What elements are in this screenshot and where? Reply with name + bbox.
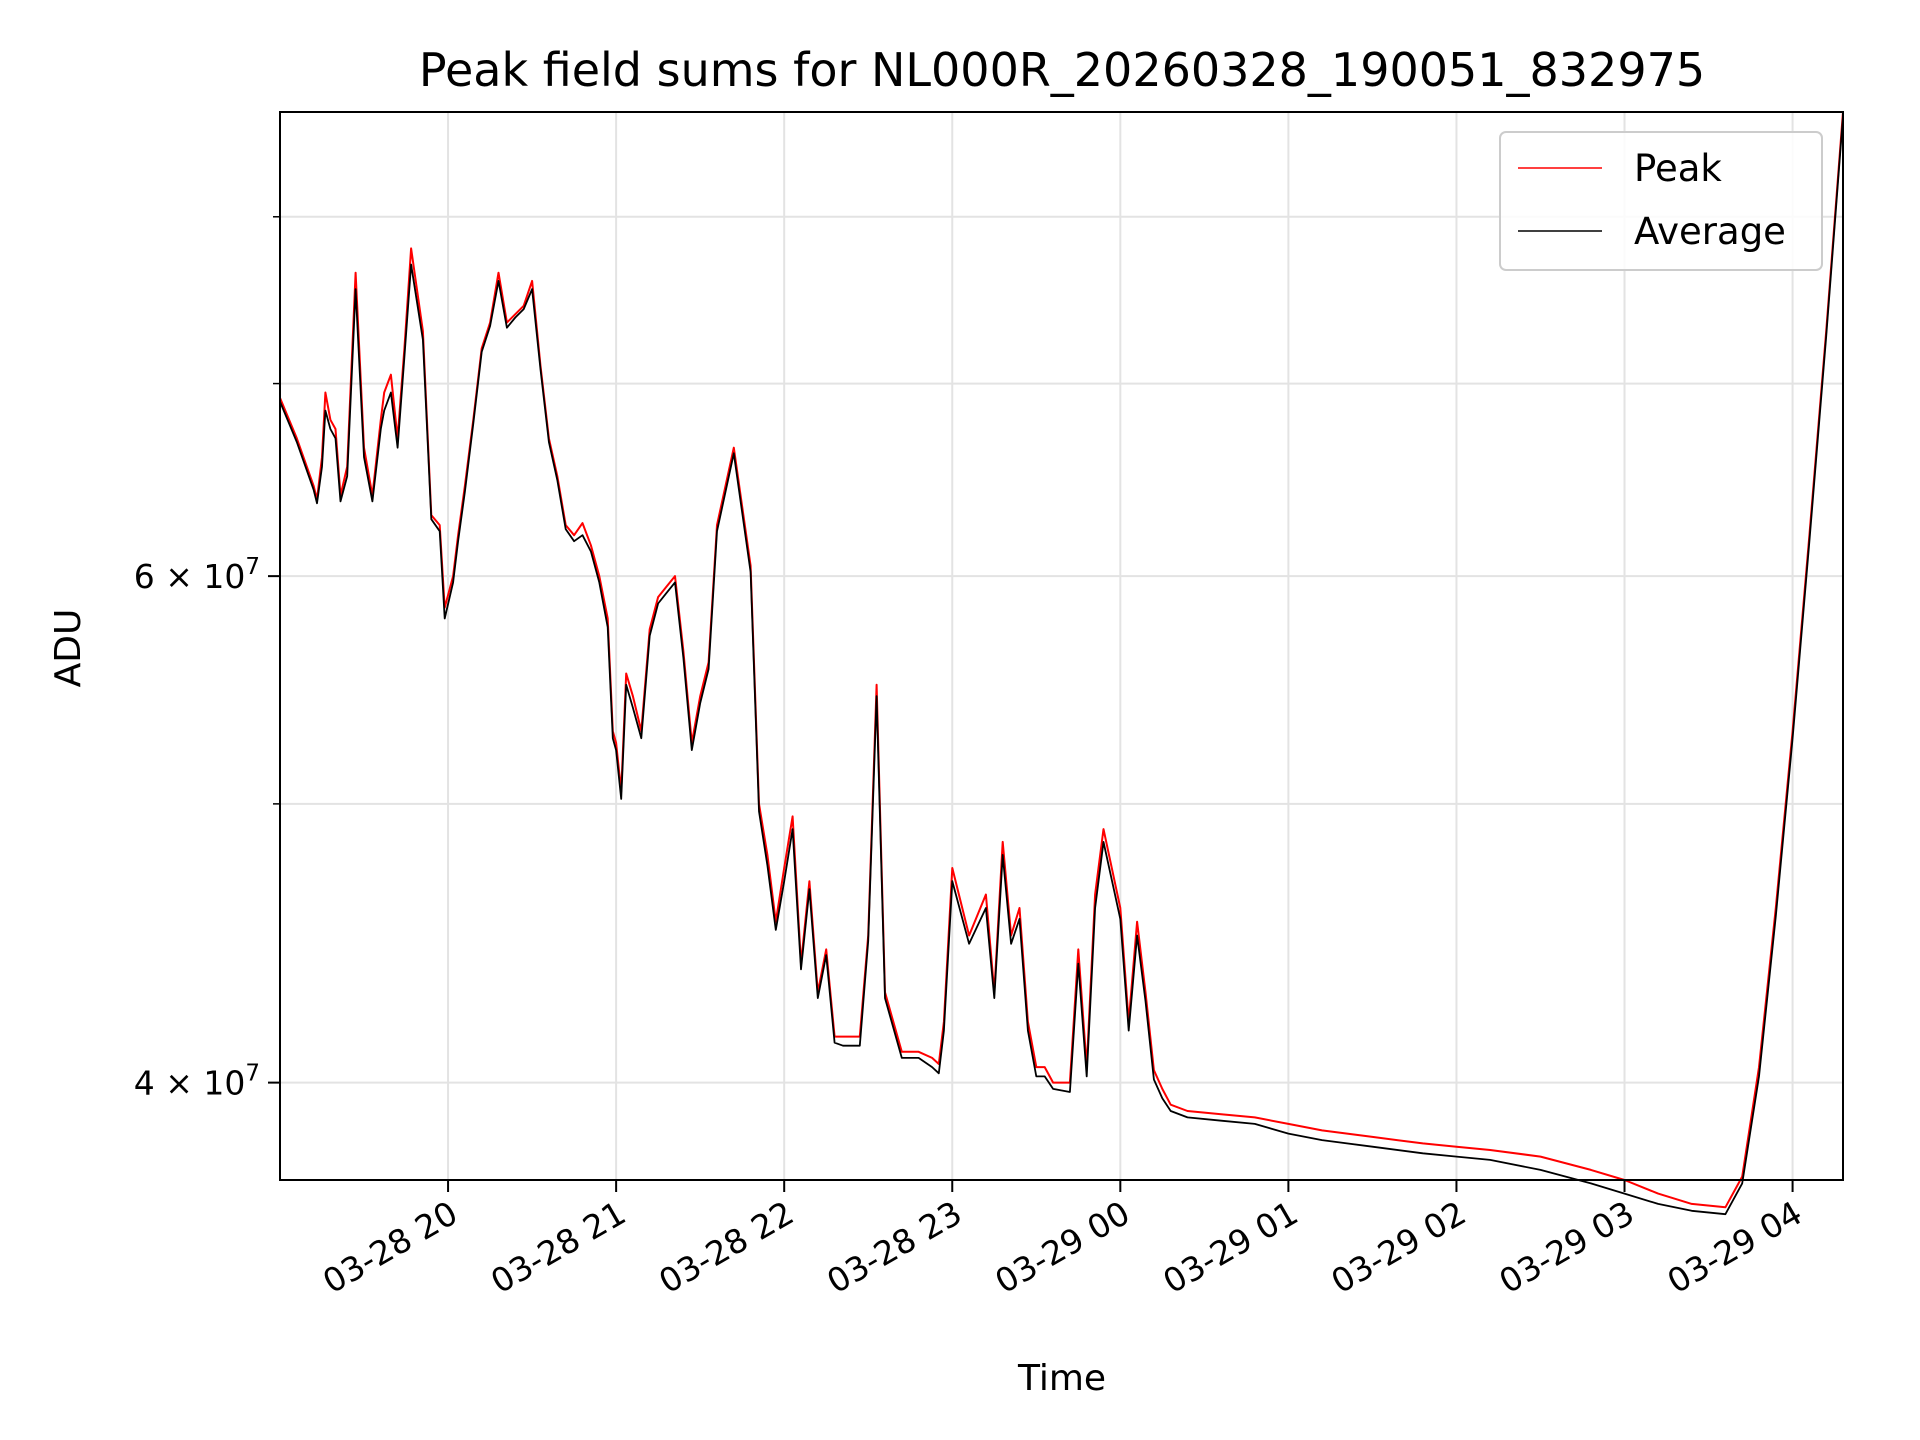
y-tick-label: 6 × 107	[134, 554, 260, 596]
series-group	[279, 111, 1844, 1216]
y-tick-label: 4 × 107	[134, 1061, 260, 1103]
plot-frame	[279, 111, 1844, 1181]
chart-title: Peak field sums for NL000R_20260328_1900…	[419, 43, 1705, 97]
series-line-peak	[279, 111, 1844, 1209]
legend-label-average: Average	[1634, 210, 1786, 253]
y-axis-ticks: 4 × 107 6 × 107	[134, 216, 280, 1103]
legend: Peak Average	[1499, 131, 1823, 271]
x-axis-label: Time	[1017, 1358, 1106, 1399]
legend-label-peak: Peak	[1634, 147, 1722, 190]
series-line-average	[279, 116, 1844, 1216]
legend-box	[1499, 131, 1823, 271]
y-axis-label: ADU	[48, 609, 89, 688]
